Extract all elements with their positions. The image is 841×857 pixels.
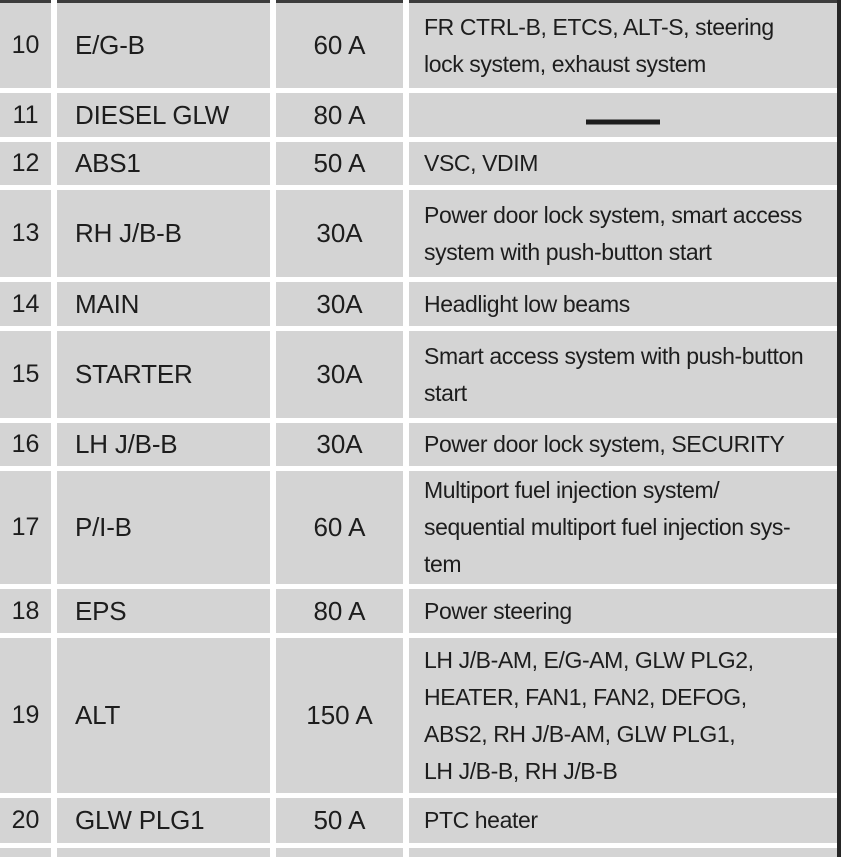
amp-rating-cell: 30A (276, 190, 403, 277)
top-border-segment (0, 0, 51, 3)
circuit-description-cell: VSC, VDIM (409, 142, 837, 185)
amp-rating-cell: 80 A (276, 589, 403, 633)
circuit-description-cell: FR CTRL-B, ETCS, ALT-S, steering lock sy… (409, 3, 837, 88)
table-row: 11 DIESEL GLW 80 A — (0, 93, 841, 137)
amp-rating-cell: 60 A (276, 3, 403, 88)
amp-rating-cell: 50 A (276, 798, 403, 843)
fuse-name-cell: ABS1 (57, 142, 270, 185)
top-border-segment (409, 0, 837, 3)
table-row: 14 MAIN 30A Headlight low beams (0, 282, 841, 326)
fuse-number-cell: 13 (0, 190, 51, 277)
fuse-name-cell: E/G-B (57, 3, 270, 88)
table-row-partial (0, 848, 841, 857)
fuse-name-cell: DIESEL GLW (57, 93, 270, 137)
fuse-name-cell: STARTER (57, 331, 270, 418)
table-row: 15 STARTER 30A Smart access system with … (0, 331, 841, 418)
table-row: 13 RH J/B-B 30A Power door lock system, … (0, 190, 841, 277)
fuse-name-cell (57, 848, 270, 857)
circuit-description-cell (409, 848, 837, 857)
table-row: 19 ALT 150 A LH J/B-AM, E/G-AM, GLW PLG2… (0, 638, 841, 793)
circuit-description-cell: Headlight low beams (409, 282, 837, 326)
fuse-number-cell: 19 (0, 638, 51, 793)
fuse-name-cell: ALT (57, 638, 270, 793)
top-border-segment (276, 0, 403, 3)
table-row: 20 GLW PLG1 50 A PTC heater (0, 798, 841, 843)
table-top-border (0, 0, 841, 3)
fuse-number-cell: 11 (0, 93, 51, 137)
fuse-number-cell: 15 (0, 331, 51, 418)
top-border-segment (57, 0, 270, 3)
circuit-description-cell: Multiport fuel injection system/ sequent… (409, 471, 837, 584)
table-row: 16 LH J/B-B 30A Power door lock system, … (0, 423, 841, 466)
fuse-number-cell: 20 (0, 798, 51, 843)
fuse-number-cell: 12 (0, 142, 51, 185)
amp-rating-cell: 80 A (276, 93, 403, 137)
fuse-name-cell: LH J/B-B (57, 423, 270, 466)
fuse-number-cell: 10 (0, 3, 51, 88)
table-row: 12 ABS1 50 A VSC, VDIM (0, 142, 841, 185)
amp-rating-cell: 150 A (276, 638, 403, 793)
fuse-name-cell: MAIN (57, 282, 270, 326)
amp-rating-cell: 50 A (276, 142, 403, 185)
table-row: 10 E/G-B 60 A FR CTRL-B, ETCS, ALT-S, st… (0, 3, 841, 88)
fuse-number-cell: 14 (0, 282, 51, 326)
amp-rating-cell: 60 A (276, 471, 403, 584)
table-right-border (837, 0, 841, 857)
fuse-name-cell: P/I-B (57, 471, 270, 584)
circuit-description-cell: Smart access system with push-button sta… (409, 331, 837, 418)
circuit-description-cell: LH J/B-AM, E/G-AM, GLW PLG2, HEATER, FAN… (409, 638, 837, 793)
fuse-name-cell: RH J/B-B (57, 190, 270, 277)
amp-rating-cell: 30A (276, 423, 403, 466)
circuit-description-cell: PTC heater (409, 798, 837, 843)
fuse-number-cell: 17 (0, 471, 51, 584)
circuit-description-cell: Power door lock system, smart access sys… (409, 190, 837, 277)
circuit-description-cell: — (409, 93, 837, 137)
fuse-number-cell: 16 (0, 423, 51, 466)
circuit-description-cell: Power steering (409, 589, 837, 633)
fuse-name-cell: GLW PLG1 (57, 798, 270, 843)
fuse-number-cell: 18 (0, 589, 51, 633)
table-row: 17 P/I-B 60 A Multiport fuel injection s… (0, 471, 841, 584)
fuse-number-cell (0, 848, 51, 857)
amp-rating-cell (276, 848, 403, 857)
table-row: 18 EPS 80 A Power steering (0, 589, 841, 633)
amp-rating-cell: 30A (276, 331, 403, 418)
amp-rating-cell: 30A (276, 282, 403, 326)
fuse-name-cell: EPS (57, 589, 270, 633)
circuit-description-cell: Power door lock system, SECURITY (409, 423, 837, 466)
